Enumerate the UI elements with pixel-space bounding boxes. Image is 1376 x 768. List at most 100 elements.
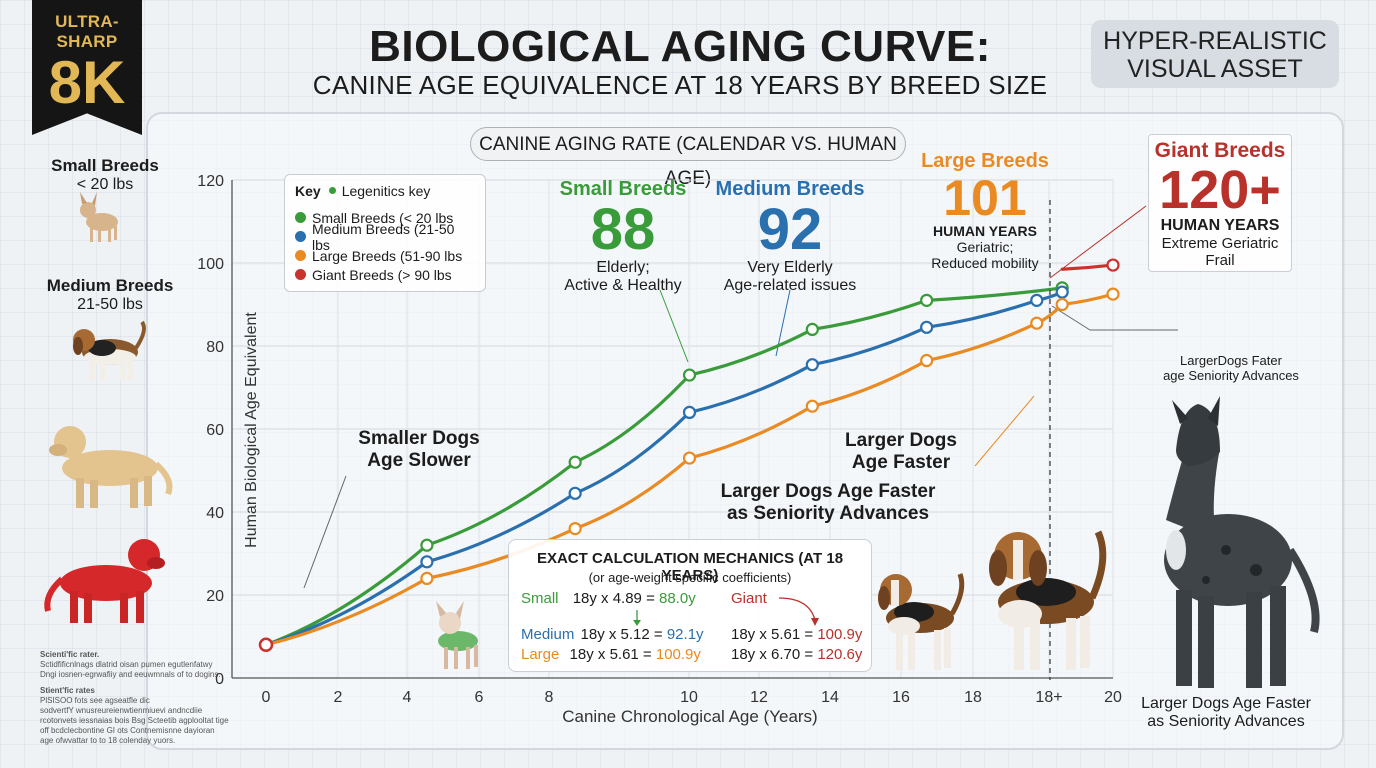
data-point — [805, 322, 819, 336]
x-tick-label: 6 — [475, 689, 484, 706]
annotation-line: Smaller Dogs — [358, 428, 480, 449]
chart-series-points — [258, 258, 1120, 653]
x-tick-label: 14 — [821, 689, 839, 706]
callout-medium-value: 92 — [757, 197, 823, 262]
callout-medium-line1: Very Elderly — [747, 259, 833, 276]
legend-label: Medium Breeds (21-50 lbs — [312, 220, 455, 253]
calc-small-result: 88.0y — [659, 590, 696, 607]
data-point — [1030, 293, 1044, 307]
calc-large-expr: 18y x 5.61 = — [569, 646, 656, 663]
annotation-line: as Seniority Advances — [726, 503, 930, 524]
callout-small-value: 88 — [590, 197, 656, 262]
y-tick-label: 20 — [206, 588, 224, 605]
calc-medium-expr: 18y x 5.12 = — [580, 626, 667, 643]
scientific-note-1: Scienti'fic rater. Sctidfificnlnags dlat… — [40, 650, 240, 680]
x-axis-label: Canine Chronological Age (Years) — [562, 707, 817, 726]
page-subtitle: CANINE AGE EQUIVALENCE AT 18 YEARS BY BR… — [312, 70, 1048, 100]
side-medium-weight: 21-50 lbs — [77, 296, 143, 313]
x-tick-label: 8 — [545, 689, 554, 706]
data-point — [568, 521, 582, 536]
calc-large-label: Large — [521, 646, 560, 663]
x-tick-label: 16 — [892, 689, 910, 706]
data-point — [420, 555, 434, 569]
data-point — [920, 320, 934, 334]
ultra-sharp-badge: ULTRA-SHARP 8K — [32, 0, 142, 135]
callout-large-line1: Geriatric; — [956, 239, 1014, 255]
y-axis-label: Human Biological Age Equivalent — [243, 312, 260, 548]
data-point — [568, 455, 582, 469]
annotation-larger-dogs: Larger Dogs Age Faster — [836, 430, 966, 474]
chart-tick-labels: 0 20 40 60 80 100 120 0 2 4 6 8 10 12 14 16 18 18+ 20 — [197, 173, 1122, 706]
note2-line: off bcdclecbontine GI ots Contnemisnne d… — [40, 726, 215, 735]
calc-giant-label: Giant — [731, 590, 767, 607]
page-title: BIOLOGICAL AGING CURVE: — [369, 22, 991, 71]
callout-large: Large Breeds 101 HUMAN YEARS Geriatric; … — [912, 150, 1058, 271]
calc-small-expr: 18y x 4.89 = — [572, 590, 659, 607]
side-label-medium: Medium Breeds 21-50 lbs — [40, 276, 180, 314]
origin-point — [258, 637, 274, 653]
legend-label: Small Breeds (< 20 lbs — [312, 209, 454, 226]
callout-medium-line2: Age-related issues — [723, 277, 857, 294]
data-point — [805, 358, 819, 372]
calc-row-medium: Medium 18y x 5.12 = 92.1y — [521, 626, 704, 643]
leader-line — [303, 475, 347, 589]
leader-line — [1049, 205, 1147, 279]
data-point — [1106, 258, 1120, 272]
leader-line — [659, 289, 689, 363]
legend-item-large: Large Breeds (51-90 lbs — [295, 246, 475, 265]
data-point — [920, 293, 934, 307]
x-tick-label: 4 — [403, 689, 412, 706]
note2-line: rcotonvets iessnaias bois Bsg Scteetib a… — [40, 716, 229, 725]
side-label-small: Small Breeds < 20 lbs — [40, 156, 170, 194]
legend-subtitle: Legenitics key — [341, 182, 431, 199]
legend-item-medium: Medium Breeds (21-50 lbs — [295, 221, 475, 253]
note1-title: Scienti'fic rater. — [40, 650, 100, 659]
x-tick-label: 2 — [334, 689, 343, 706]
annotation-smaller-dogs: Smaller Dogs Age Slower — [344, 428, 494, 472]
x-tick-label: 18 — [964, 689, 982, 706]
calc-medium-label: Medium — [521, 626, 575, 643]
annotation-seniority: Larger Dogs Age Faster as Seniority Adva… — [710, 481, 946, 525]
annotation-line: Larger Dogs Age Faster — [1141, 695, 1311, 712]
calculation-box: EXACT CALCULATION MECHANICS (AT 18 YEARS… — [508, 539, 872, 672]
calc-medium-result: 92.1y — [666, 626, 704, 643]
legend-label: Large Breeds (51-90 lbs — [312, 247, 463, 264]
calc-arrows — [633, 597, 819, 626]
data-point — [1055, 297, 1069, 312]
data-point — [920, 353, 934, 368]
note1-line2: Dngi iosnen-egrwafiiy and eeuwmnals of t… — [40, 670, 221, 679]
annotation-line: Larger Dogs — [845, 430, 957, 451]
red-dog-icon — [44, 539, 165, 623]
x-tick-label: 0 — [262, 689, 271, 706]
callout-small-line1: Elderly; — [596, 259, 650, 276]
badge-line1: ULTRA-SHARP — [55, 12, 119, 51]
x-tick-label: 10 — [680, 689, 698, 706]
note2-line: PlSISOO fots see agseatfle dic — [40, 696, 150, 705]
leader-line — [974, 395, 1035, 467]
y-tick-label: 0 — [215, 671, 224, 688]
legend-dot-icon — [295, 212, 306, 223]
data-point — [682, 451, 697, 465]
annotation-right-note: LargerDogs Fater age Seniority Advances — [1146, 353, 1316, 383]
legend-bullet-icon — [328, 187, 336, 194]
annotation-line: age Seniority Advances — [1163, 368, 1299, 383]
data-point — [805, 399, 819, 413]
legend-dot-icon — [295, 269, 306, 280]
data-point — [568, 486, 582, 500]
series-line-3 — [1060, 263, 1115, 271]
data-point — [1030, 316, 1044, 330]
annotation-line: as Seniority Advances — [1147, 713, 1305, 730]
corner-label: HYPER-REALISTIC VISUAL ASSET — [1091, 20, 1339, 88]
data-point — [1055, 285, 1069, 299]
x-tick-label: 18+ — [1035, 689, 1062, 706]
annotation-line: Age Slower — [367, 450, 471, 471]
callout-giant-value: 120+ — [1159, 160, 1281, 220]
legend-title: Key — [295, 182, 321, 199]
y-tick-label: 40 — [206, 505, 224, 522]
chart-legend: Key Legenitics key Small Breeds (< 20 lb… — [284, 174, 486, 292]
annotation-line: LargerDogs Fater — [1180, 353, 1282, 368]
data-point — [682, 405, 697, 419]
legend-item-giant: Giant Breeds (> 90 lbs — [295, 265, 475, 284]
callout-large-units: HUMAN YEARS — [933, 223, 1037, 239]
calc-right1-result: 100.9y — [817, 626, 863, 643]
